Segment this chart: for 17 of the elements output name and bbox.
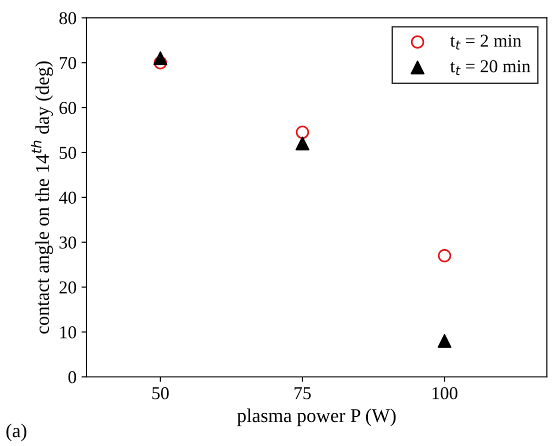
y-tick-label: 50 [60, 146, 76, 159]
y-tick-label: 30 [60, 236, 76, 249]
x-tick-label: 50 [152, 387, 169, 400]
legend-label: t$_{t}$ = 2 min [450, 34, 522, 50]
legend-label: t$_{t}$ = 20 min [450, 60, 530, 76]
y-tick-label: 0 [68, 371, 76, 384]
x-axis-title: plasma power P (W) [237, 408, 396, 426]
y-tick-label: 40 [59, 192, 76, 204]
y-tick-label: 60 [59, 102, 76, 114]
y-axis-title: contact angle on the 14$^{th}$ day (deg) [30, 61, 53, 334]
y-tick-label: 20 [60, 281, 76, 294]
y-tick-label: 80 [59, 12, 76, 24]
x-tick-label: 100 [432, 387, 458, 400]
y-tick-label: 70 [60, 56, 76, 70]
y-tick-label: 10 [60, 326, 76, 338]
text: (a) [6, 424, 26, 442]
x-tick-label: 75 [294, 387, 311, 400]
